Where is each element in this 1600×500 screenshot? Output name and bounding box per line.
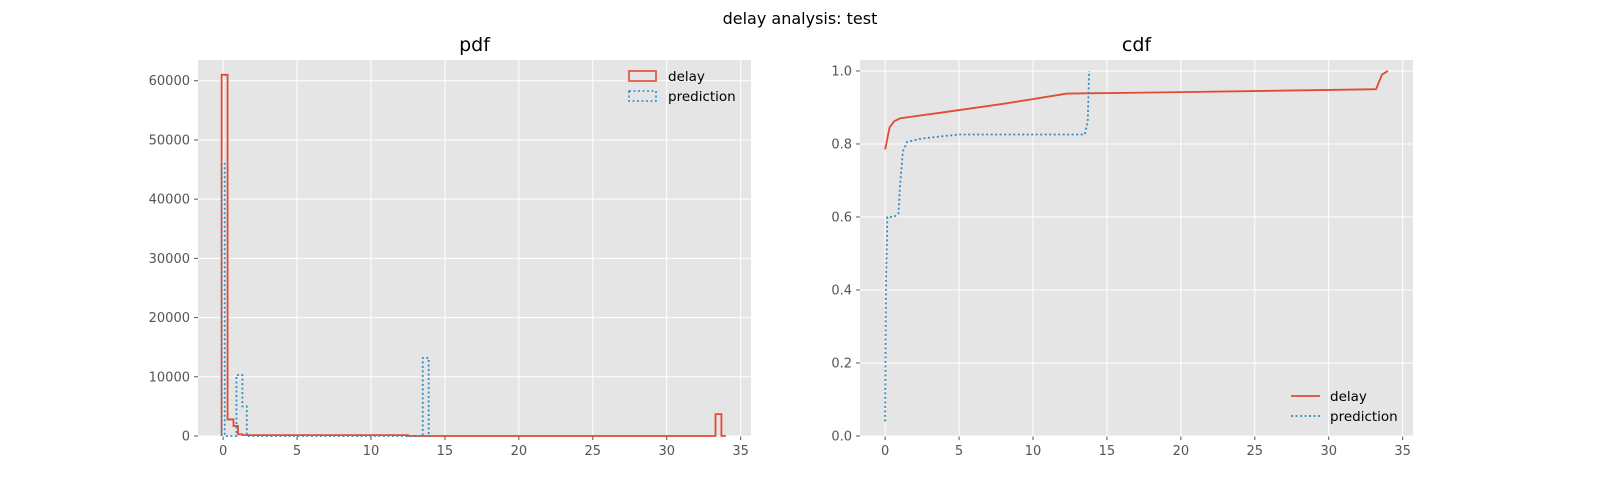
cdf-title: cdf — [1122, 34, 1153, 56]
cdf-y-tick-label: 0.4 — [831, 283, 852, 298]
pdf-series-delay — [220, 73, 726, 437]
cdf-series-prediction — [884, 70, 1091, 422]
pdf-y-tick-label: 0 — [182, 430, 190, 445]
pdf-x-tick-label: 0 — [219, 444, 227, 459]
cdf-legend-label: prediction — [1330, 409, 1398, 425]
cdf-x-tick-label: 10 — [1025, 444, 1042, 459]
cdf-y-tick-label: 1.0 — [831, 64, 852, 79]
cdf-y-tick-label: 0.8 — [831, 137, 852, 152]
pdf-panel: 0 5 10 15 20 25 30 35 0 10000 20000 30000 40000 50000… — [149, 34, 751, 459]
cdf-x-tick-label: 25 — [1247, 444, 1264, 459]
pdf-series-prediction — [220, 162, 432, 437]
pdf-x-tick-label: 15 — [437, 444, 454, 459]
pdf-plot-area — [198, 60, 751, 436]
pdf-legend-label: delay — [668, 69, 705, 85]
pdf-x-tick-label: 30 — [658, 444, 675, 459]
pdf-legend-swatch — [628, 70, 657, 82]
cdf-x-tick-label: 30 — [1320, 444, 1337, 459]
pdf-y-tick-label: 40000 — [149, 193, 190, 208]
pdf-y-tick-label: 30000 — [149, 252, 190, 267]
pdf-legend: delay prediction — [628, 69, 736, 105]
figure-suptitle: delay analysis: test — [723, 9, 878, 28]
cdf-x-tick-label: 35 — [1394, 444, 1411, 459]
cdf-y-tick-label: 0.2 — [831, 356, 852, 371]
pdf-y-tick-label: 50000 — [149, 133, 190, 148]
cdf-y-tick-label: 0.0 — [831, 430, 852, 445]
pdf-x-tick-label: 25 — [585, 444, 602, 459]
cdf-legend-label: delay — [1330, 389, 1367, 405]
cdf-plot-area — [860, 60, 1413, 436]
cdf-legend: delay prediction — [1291, 389, 1398, 425]
pdf-x-tick-label: 10 — [363, 444, 380, 459]
pdf-legend-label: prediction — [668, 89, 736, 105]
cdf-panel: 0 5 10 15 20 25 30 35 0.0 0.2 0.4 0.6 0.8 1.0 cdf delay… — [831, 34, 1413, 459]
cdf-y-tick-label: 0.6 — [831, 210, 852, 225]
cdf-x-tick-label: 5 — [955, 444, 963, 459]
cdf-x-tick-label: 0 — [881, 444, 889, 459]
pdf-title: pdf — [459, 34, 491, 56]
cdf-x-tick-label: 20 — [1173, 444, 1190, 459]
pdf-x-tick-label: 5 — [293, 444, 301, 459]
pdf-y-tick-label: 20000 — [149, 311, 190, 326]
cdf-series-delay — [884, 70, 1389, 150]
pdf-legend-swatch — [628, 90, 657, 102]
pdf-x-tick-label: 35 — [732, 444, 749, 459]
pdf-y-tick-label: 10000 — [149, 370, 190, 385]
pdf-y-tick-label: 60000 — [149, 74, 190, 89]
pdf-x-tick-label: 20 — [511, 444, 528, 459]
cdf-x-tick-label: 15 — [1099, 444, 1116, 459]
